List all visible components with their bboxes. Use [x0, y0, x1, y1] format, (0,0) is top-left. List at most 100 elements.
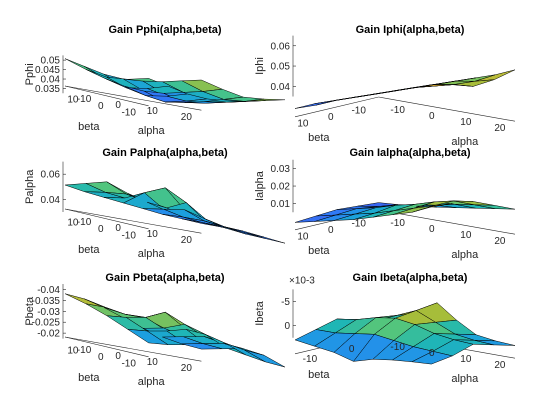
alpha-tick-label: 10: [460, 230, 472, 241]
beta-tick-label: -10: [351, 105, 366, 116]
beta-tick-label: 10: [297, 119, 309, 130]
alpha-tick-label: 20: [494, 123, 506, 134]
beta-tick-label: 0: [349, 344, 355, 355]
alpha-tick-label: -10: [77, 94, 92, 105]
beta-tick-label: 0: [98, 352, 104, 363]
alpha-tick-label: 10: [147, 229, 159, 240]
alpha-tick-label: -10: [77, 345, 92, 356]
surface-facet: [244, 232, 286, 244]
z-tick-label: 0.04: [41, 75, 61, 86]
z-axis-label: Palpha: [24, 169, 36, 204]
surface-panel-3: Gain Palpha(alpha,beta) 0.04 0.06 Palpha -10…: [24, 147, 286, 260]
z-tick-label: -5: [281, 297, 290, 308]
alpha-tick-label: -10: [77, 217, 92, 228]
z-tick-label: 0.06: [41, 170, 61, 181]
surface-panel-2: Gain Iphi(alpha,beta) 0.04 0.05 0.06 Iphi -10…: [254, 24, 516, 148]
alpha-tick-label: 10: [147, 357, 159, 368]
alpha-tick-label: 0: [429, 348, 435, 359]
z-tick-label: -0.03: [37, 307, 60, 318]
beta-tick-label: -10: [351, 218, 366, 229]
alpha-tick-label: -10: [390, 218, 405, 229]
surface-facet: [184, 101, 226, 104]
beta-axis-label: beta: [78, 244, 100, 256]
chart-title: Gain Pbeta(alpha,beta): [105, 272, 225, 284]
surface-facet: [181, 343, 223, 350]
alpha-axis-label: alpha: [451, 373, 479, 385]
z-axis-label: Pphi: [24, 63, 36, 85]
alpha-tick-label: 10: [460, 354, 472, 365]
z-axis-label: Ialpha: [254, 170, 266, 201]
beta-tick-label: 10: [67, 345, 79, 356]
z-tick-label: 0.045: [35, 65, 60, 76]
alpha-tick-label: 20: [181, 235, 193, 246]
alpha-tick-label: 20: [494, 236, 506, 247]
alpha-tick-label: 0: [429, 111, 435, 122]
beta-tick-label: 10: [67, 217, 79, 228]
surface-facet: [474, 204, 516, 210]
chart-title: Gain Palpha(alpha,beta): [102, 147, 228, 159]
surface-facet: [474, 340, 516, 346]
beta-tick-label: -10: [121, 359, 136, 370]
beta-tick-label: -10: [303, 354, 318, 365]
z-tick-label: 0.02: [271, 182, 291, 193]
alpha-tick-label: 20: [494, 360, 506, 371]
beta-axis-line: [64, 85, 149, 107]
alpha-tick-label: 10: [460, 117, 472, 128]
beta-axis-line: [64, 336, 149, 358]
alpha-axis-label: alpha: [138, 125, 166, 137]
surface-facet: [294, 100, 336, 109]
z-axis-label: Ibeta: [254, 300, 266, 325]
beta-tick-label: 0: [328, 225, 334, 236]
chart-title: Gain Ibeta(alpha,beta): [353, 272, 468, 284]
z-tick-label: -0.035: [32, 296, 61, 307]
alpha-tick-label: -10: [390, 342, 405, 353]
alpha-axis-line: [378, 96, 516, 122]
surface-panel-4: Gain Ialpha(alpha,beta) 0.01 0.02 0.03 Ialph…: [254, 147, 516, 261]
alpha-axis-line: [64, 85, 202, 111]
alpha-axis-line: [64, 208, 202, 234]
surface-panel-5: Gain Pbeta(alpha,beta)-0.02-0.025-0.03-0…: [24, 272, 286, 388]
z-tick-label: 0: [284, 321, 290, 332]
alpha-axis-label: alpha: [138, 376, 166, 388]
z-tick-label: -0.02: [37, 329, 60, 340]
surface-facet: [244, 349, 286, 368]
chart-title: Gain Ialpha(alpha,beta): [349, 147, 470, 159]
alpha-axis-line: [378, 209, 516, 235]
alpha-axis-label: alpha: [138, 248, 166, 260]
alpha-tick-label: -10: [390, 105, 405, 116]
alpha-tick-label: 20: [181, 363, 193, 374]
alpha-axis-label: alpha: [451, 249, 479, 261]
alpha-tick-label: 20: [181, 112, 193, 123]
beta-axis-label: beta: [78, 121, 100, 133]
surface-facet: [294, 214, 336, 223]
z-axis-label: Iphi: [254, 57, 266, 75]
alpha-tick-label: 0: [115, 223, 121, 234]
z-tick-label: 0.05: [41, 56, 61, 67]
z-tick-label: 0.06: [271, 41, 291, 52]
alpha-tick-label: 0: [115, 100, 121, 111]
beta-axis-label: beta: [78, 372, 100, 384]
z-tick-label: -0.04: [37, 285, 60, 296]
beta-tick-label: 10: [67, 94, 79, 105]
beta-axis-line: [294, 96, 379, 118]
beta-tick-label: 0: [328, 112, 334, 123]
beta-axis-line: [64, 208, 149, 230]
z-exponent-label: ×10-3: [289, 275, 315, 286]
alpha-tick-label: 0: [115, 351, 121, 362]
beta-tick-label: 10: [297, 232, 309, 243]
beta-tick-label: -10: [121, 231, 136, 242]
beta-tick-label: 0: [98, 224, 104, 235]
beta-axis-label: beta: [308, 132, 330, 144]
beta-axis-label: beta: [308, 245, 330, 257]
alpha-tick-label: 0: [429, 224, 435, 235]
chart-title: Gain Pphi(alpha,beta): [108, 24, 221, 36]
z-tick-label: 0.01: [271, 199, 291, 210]
chart-title: Gain Iphi(alpha,beta): [356, 24, 465, 36]
beta-axis-label: beta: [308, 369, 330, 381]
surface-panel-6: Gain Ibeta(alpha,beta) 0 -5 ×10-3 Ibeta -10 0 1…: [254, 272, 516, 385]
alpha-tick-label: 10: [147, 106, 159, 117]
z-axis-label: Pbeta: [24, 296, 36, 326]
alpha-axis-line: [64, 336, 202, 362]
